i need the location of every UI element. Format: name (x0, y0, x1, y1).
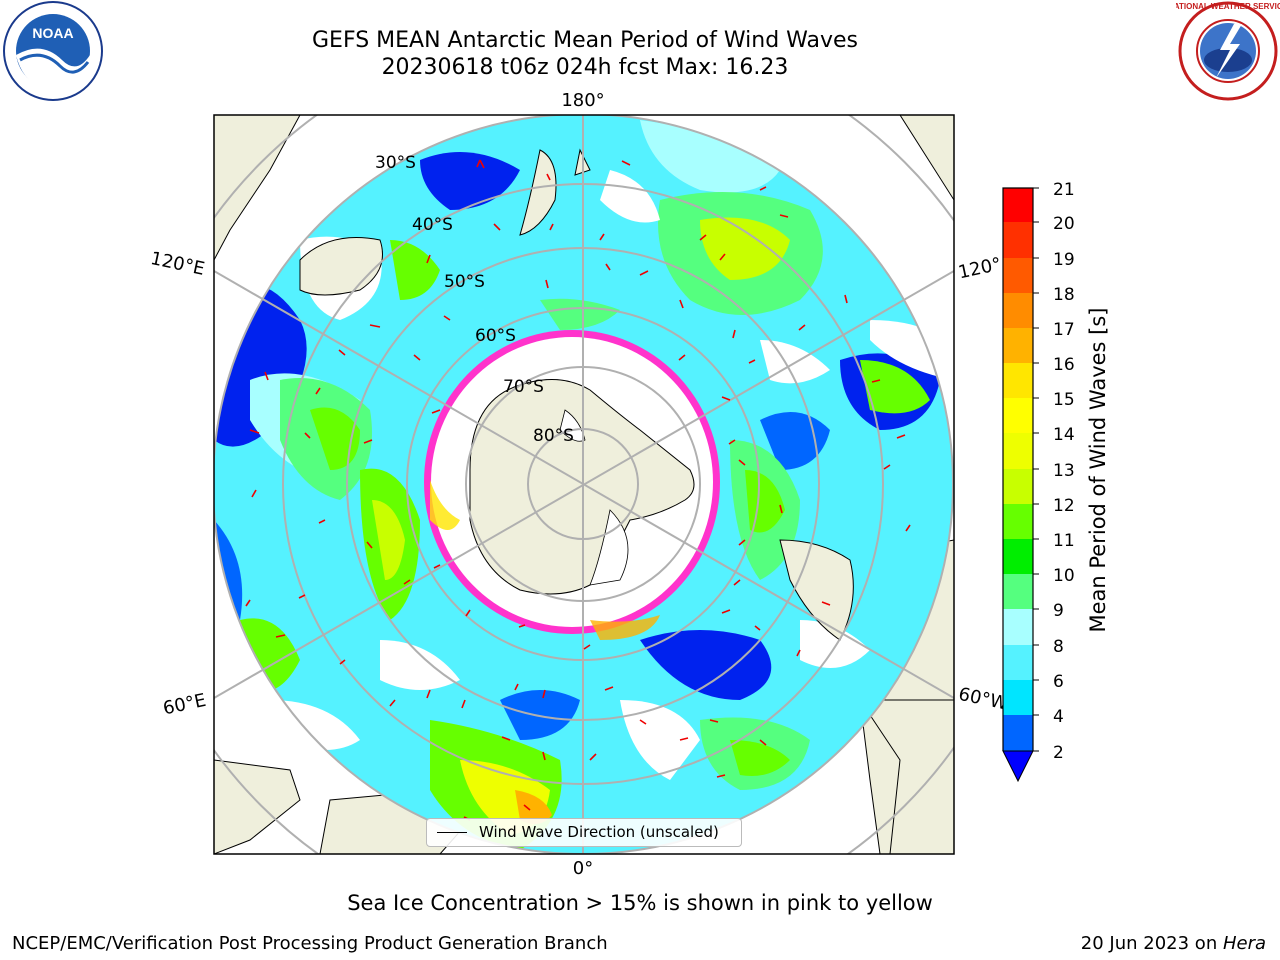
map-subtitle: 20230618 t06z 024h fcst Max: 16.23 (381, 55, 789, 80)
noaa-logo-text: NOAA (32, 25, 73, 41)
lon-label-120w: 120° (956, 254, 1003, 284)
footer-credit: NCEP/EMC/Verification Post Processing Pr… (12, 933, 608, 954)
colorbar-tick: 9 (1053, 601, 1064, 621)
colorbar-tick: 2 (1053, 743, 1064, 763)
colorbar-tick: 20 (1053, 214, 1075, 234)
nws-logo-ring-text: NATIONAL WEATHER SERVICE (1176, 2, 1280, 11)
wind-wave-arrows (245, 159, 911, 821)
nws-logo: NATIONAL WEATHER SERVICE (1176, 1, 1280, 101)
footer-date: 20 Jun 2023 on Hera (1081, 933, 1266, 954)
sea-ice-note: Sea Ice Concentration > 15% is shown in … (347, 891, 933, 915)
lon-label-120e: 120°E (149, 248, 207, 280)
colorbar-tick: 21 (1053, 180, 1075, 200)
colorbar-tick: 10 (1053, 566, 1075, 586)
colorbar (1002, 187, 1039, 783)
colorbar-tick: 15 (1053, 390, 1075, 410)
lat-label-30s: 30°S (375, 153, 416, 173)
lat-label-40s: 40°S (412, 215, 453, 235)
lon-label-180: 180° (561, 90, 604, 111)
lon-label-60w: 60°W (957, 684, 1010, 715)
arrow-legend: Wind Wave Direction (unscaled) (426, 818, 742, 847)
colorbar-tick: 18 (1053, 285, 1075, 305)
lat-label-60s: 60°S (475, 326, 516, 346)
lat-label-50s: 50°S (444, 272, 485, 292)
colorbar-tick: 16 (1053, 355, 1075, 375)
colorbar-tick: 4 (1053, 707, 1064, 727)
footer-date-text: 20 Jun 2023 on (1080, 933, 1223, 954)
map-frame (213, 114, 955, 855)
lon-label-0: 0° (573, 858, 593, 879)
colorbar-tick: 13 (1053, 461, 1075, 481)
legend-line-icon (437, 832, 467, 833)
colorbar-tick: 11 (1053, 531, 1075, 551)
graticule (214, 115, 954, 854)
colorbar-tick: 19 (1053, 250, 1075, 270)
lon-label-60e: 60°E (161, 690, 208, 720)
legend-label: Wind Wave Direction (unscaled) (479, 823, 719, 841)
colorbar-label: Mean Period of Wind Waves [s] (1086, 307, 1110, 633)
colorbar-tick: 8 (1053, 637, 1064, 657)
map-title: GEFS MEAN Antarctic Mean Period of Wind … (312, 28, 858, 53)
colorbar-tick: 17 (1053, 320, 1075, 340)
footer-machine: Hera (1222, 933, 1266, 954)
noaa-logo: NOAA (3, 1, 103, 101)
lat-label-70s: 70°S (503, 377, 544, 397)
colorbar-tick: 14 (1053, 425, 1075, 445)
map-area: 30°S 40°S 50°S 60°S 70°S 80°S (214, 115, 954, 854)
colorbar-tick: 6 (1053, 672, 1064, 692)
lat-label-80s: 80°S (533, 426, 574, 446)
colorbar-tick: 12 (1053, 496, 1075, 516)
